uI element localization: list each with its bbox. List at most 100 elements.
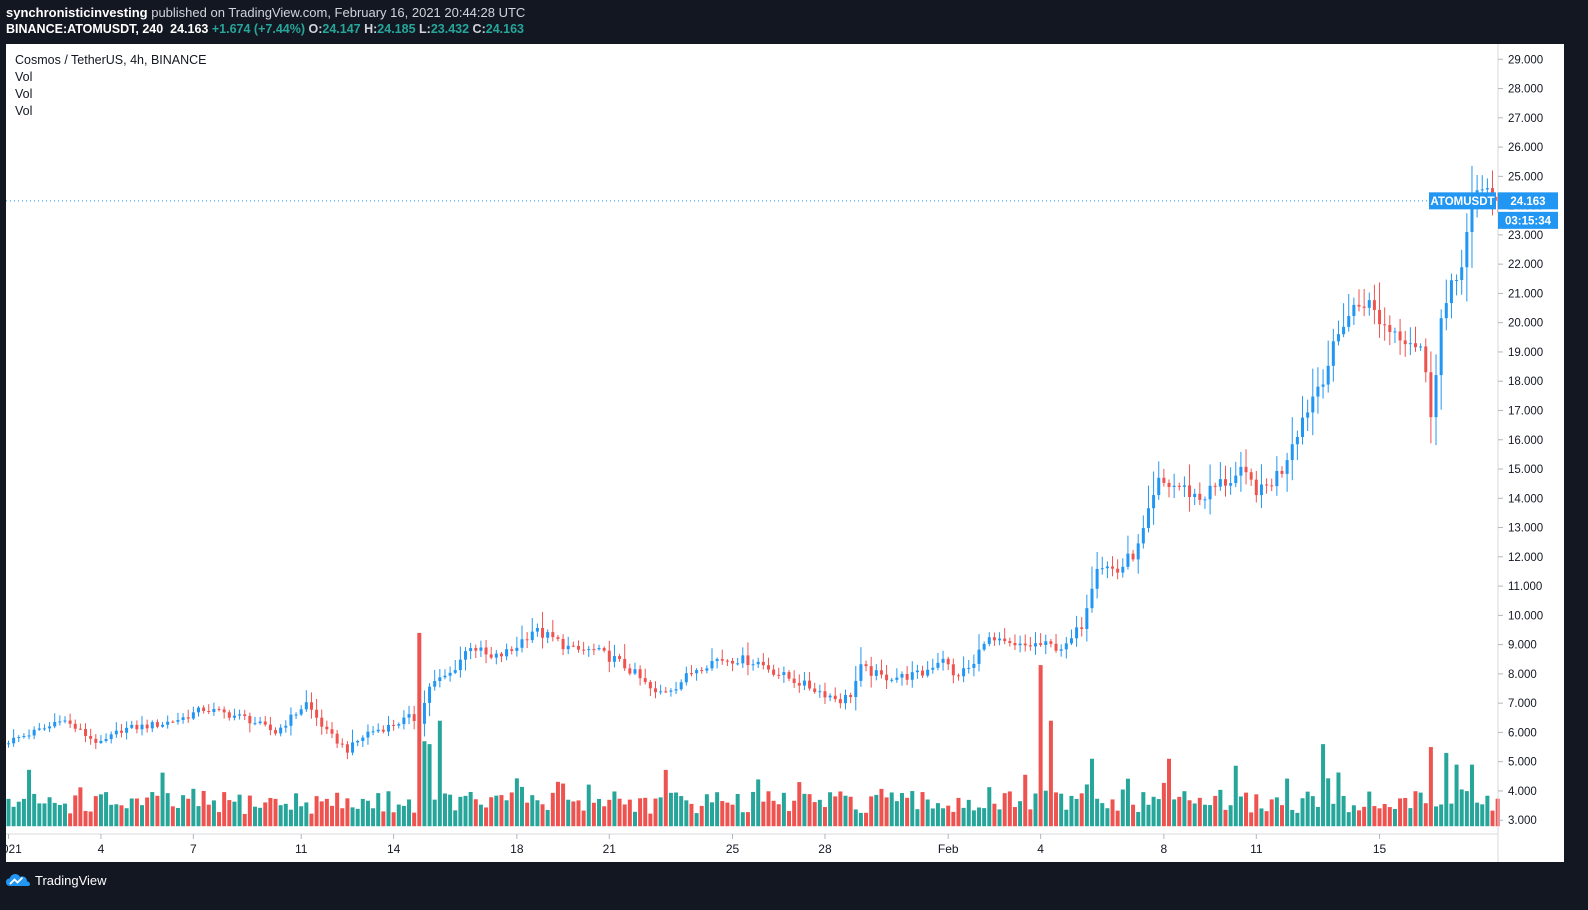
volume-bar: [812, 802, 817, 827]
volume-bar: [581, 810, 586, 827]
volume-bar: [1331, 803, 1336, 827]
candle-body: [823, 691, 827, 698]
volume-bar: [879, 788, 884, 827]
candle-body: [1023, 643, 1027, 646]
volume-bar: [817, 799, 822, 827]
candle-body: [772, 669, 776, 675]
volume-bar: [1012, 807, 1017, 827]
volume-bar: [68, 813, 73, 827]
volume-bar: [946, 805, 951, 827]
volume-bar: [1079, 793, 1084, 827]
candle-body: [1419, 346, 1423, 348]
volume-bar: [11, 806, 16, 827]
price-tick-label: 20.000: [1508, 318, 1543, 330]
author-name[interactable]: synchronisticinvesting: [6, 5, 148, 20]
candle-body: [587, 649, 591, 651]
volume-bar: [838, 791, 843, 827]
candle-body: [998, 638, 1002, 641]
candle-body: [1259, 484, 1263, 496]
volume-bar: [237, 794, 242, 827]
volume-bar: [273, 798, 278, 827]
candle-body: [766, 665, 770, 670]
symbol-tag-text: ATOMUSDT: [1430, 196, 1494, 208]
volume-bar: [1089, 758, 1094, 827]
candle-body: [582, 649, 586, 651]
candle-body: [1290, 444, 1294, 461]
candle-body: [299, 709, 303, 715]
volume-bar: [319, 801, 324, 827]
volume-bar: [340, 808, 345, 827]
price-tick-label: 19.000: [1508, 347, 1543, 359]
candle-body: [17, 737, 21, 739]
volume-bar: [1269, 799, 1274, 827]
volume-bar: [109, 804, 114, 827]
candle-body: [114, 730, 118, 735]
chart-frame[interactable]: 3.000 4.000 5.000 6.000 7.000 8.000 9.000 10.00…: [0, 44, 1564, 862]
price-tick-label: 25.000: [1508, 171, 1543, 183]
volume-bar: [966, 799, 971, 827]
candle-body: [900, 673, 904, 678]
volume-bar: [124, 808, 129, 827]
volume-bar: [227, 800, 232, 827]
price-chart[interactable]: 3.000 4.000 5.000 6.000 7.000 8.000 9.000 10.00…: [0, 44, 1564, 862]
brand-text: TradingView: [35, 872, 107, 888]
volume-bar: [21, 798, 26, 827]
volume-bar: [766, 791, 771, 827]
candle-body: [895, 677, 899, 680]
time-tick-label: 4: [1037, 842, 1044, 856]
candle-body: [520, 639, 524, 648]
volume-bar: [1172, 799, 1177, 827]
symbol-price-tag: [1429, 192, 1496, 210]
volume-bar: [982, 808, 987, 827]
volume-bar: [864, 812, 869, 827]
candle-body: [135, 724, 139, 730]
candle-body: [1444, 303, 1448, 319]
candle-body: [464, 651, 468, 660]
volume-bar: [1095, 798, 1100, 827]
candle-body: [1424, 346, 1428, 373]
candle-body: [27, 735, 31, 737]
candle-body: [689, 673, 693, 675]
volume-bar: [745, 812, 750, 827]
volume-bar: [1007, 791, 1012, 827]
volume-bar: [170, 806, 175, 827]
volume-bar: [828, 792, 833, 827]
candle-body: [232, 715, 236, 718]
candle-body: [1429, 372, 1433, 418]
volume-bar: [489, 797, 494, 827]
volume-bar: [504, 800, 509, 827]
volume-bar: [525, 802, 530, 827]
volume-bar: [242, 813, 247, 827]
volume-bar: [1146, 804, 1151, 827]
price-tick-label: 4.000: [1508, 786, 1537, 798]
volume-bar: [1177, 796, 1182, 827]
price-tick-label: 9.000: [1508, 640, 1537, 652]
volume-bar: [787, 811, 792, 827]
candle-body: [751, 664, 755, 666]
tradingview-brand[interactable]: TradingView: [6, 872, 107, 888]
candle-body: [181, 717, 185, 720]
candle-body: [654, 688, 658, 693]
candle-body: [1352, 304, 1356, 317]
volume-bar: [663, 769, 668, 827]
candle-body: [1018, 643, 1022, 646]
tradingview-cloud-icon: [6, 874, 30, 886]
volume-bar: [1310, 796, 1315, 827]
volume-bar: [1346, 812, 1351, 827]
volume-bar: [977, 807, 982, 827]
volume-bar: [222, 792, 227, 827]
volume-bar: [920, 792, 925, 827]
candle-body: [602, 647, 606, 651]
volume-bar: [37, 803, 42, 827]
volume-bar: [299, 806, 304, 827]
candle-body: [1378, 309, 1382, 325]
candle-body: [1265, 484, 1269, 486]
volume-bar: [617, 798, 622, 827]
candle-body: [864, 664, 868, 667]
candle-body: [607, 650, 611, 662]
volume-bar: [181, 795, 186, 827]
volume-bar: [1469, 764, 1474, 827]
volume-bar: [1454, 764, 1459, 827]
volume-bar: [689, 803, 694, 827]
price-tick-label: 17.000: [1508, 405, 1543, 417]
